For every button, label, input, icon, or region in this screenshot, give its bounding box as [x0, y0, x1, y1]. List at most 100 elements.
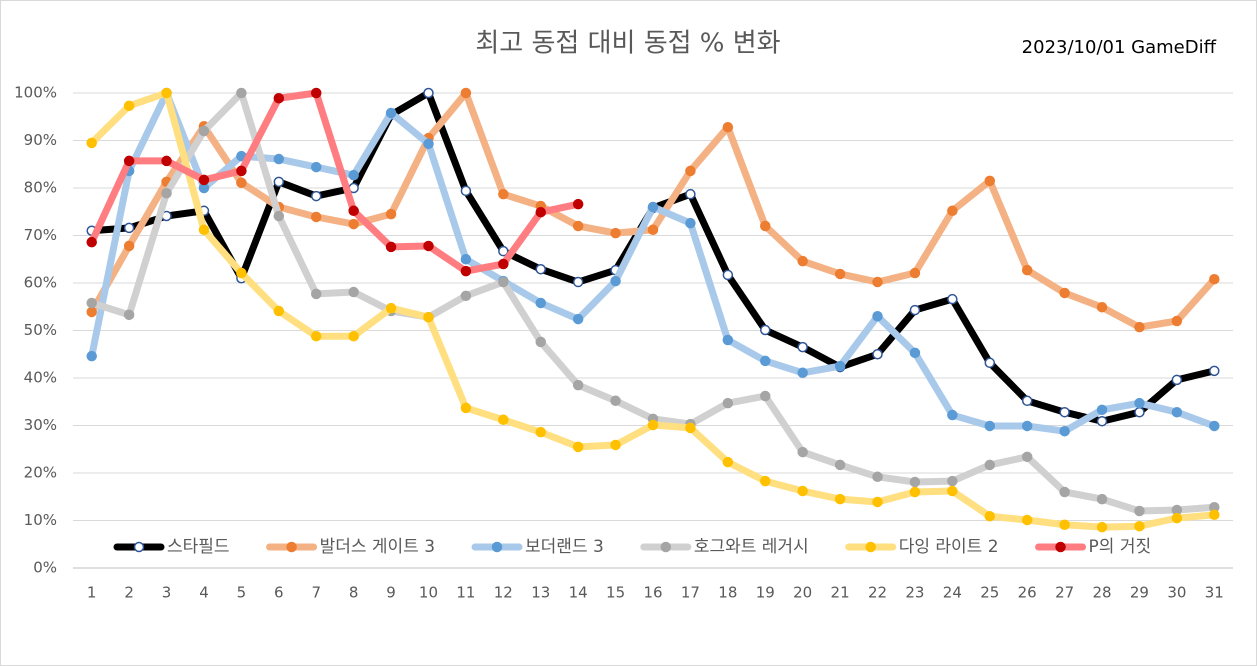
- data-point: [984, 420, 996, 432]
- legend-label: 다잉 라이트 2: [899, 537, 999, 557]
- data-point: [722, 334, 734, 346]
- data-point: [460, 402, 472, 414]
- x-tick-label: 19: [756, 584, 775, 602]
- x-tick-label: 22: [868, 584, 887, 602]
- data-point: [797, 446, 808, 458]
- data-point: [385, 302, 397, 314]
- data-point: [86, 137, 97, 149]
- data-point: [310, 211, 322, 223]
- data-point: [572, 220, 584, 232]
- x-tick-label: 30: [1167, 584, 1186, 602]
- data-point: [797, 341, 808, 353]
- data-point: [1209, 509, 1220, 521]
- data-point: [1059, 406, 1070, 418]
- data-point: [834, 493, 846, 505]
- chart-title: 최고 동접 대비 동접 % 변화: [475, 29, 780, 59]
- legend-item: 스타필드: [113, 537, 230, 557]
- data-point: [685, 217, 696, 229]
- x-tick-label: 24: [943, 584, 962, 602]
- legend-item: 보더랜드 3: [471, 537, 604, 557]
- data-point: [348, 330, 359, 342]
- data-point: [273, 210, 285, 222]
- data-point: [161, 87, 172, 99]
- data-point: [909, 347, 921, 359]
- x-tick-label: 1: [87, 584, 97, 602]
- y-tick-label: 50%: [24, 321, 57, 339]
- data-point: [86, 350, 97, 362]
- data-point: [1021, 395, 1033, 407]
- data-point: [198, 125, 210, 137]
- series: [86, 87, 1220, 533]
- y-tick-label: 100%: [14, 84, 57, 102]
- legend-label: 스타필드: [167, 537, 230, 557]
- data-point: [1209, 420, 1220, 432]
- data-point: [572, 276, 584, 288]
- data-point: [123, 222, 135, 234]
- data-point: [1209, 273, 1220, 285]
- x-tick-label: 27: [1055, 584, 1074, 602]
- x-tick-label: 18: [718, 584, 737, 602]
- data-point: [947, 293, 958, 305]
- data-point: [1171, 406, 1183, 418]
- data-point: [797, 485, 808, 497]
- data-point: [273, 92, 285, 104]
- data-point: [1059, 519, 1070, 531]
- y-tick-label: 80%: [24, 179, 57, 197]
- data-point: [460, 185, 472, 197]
- data-point: [198, 174, 210, 186]
- data-point: [572, 379, 584, 391]
- data-point: [984, 510, 996, 522]
- data-point: [909, 486, 921, 498]
- data-point: [1021, 420, 1033, 432]
- data-point: [722, 269, 734, 281]
- data-point: [647, 224, 659, 236]
- data-point: [1171, 374, 1183, 386]
- x-tick-label: 21: [831, 584, 850, 602]
- data-point: [947, 409, 958, 421]
- data-point: [1021, 451, 1033, 463]
- data-point: [722, 397, 734, 409]
- annotation: 2023/10/01 GameDiff: [1022, 37, 1217, 58]
- data-point: [1171, 315, 1183, 327]
- data-point: [385, 107, 397, 119]
- x-tick-label: 14: [569, 584, 588, 602]
- data-point: [1134, 321, 1145, 333]
- x-tick-label: 26: [1018, 584, 1037, 602]
- data-point: [1096, 404, 1108, 416]
- data-point: [947, 475, 958, 487]
- x-tick-label: 15: [606, 584, 625, 602]
- x-tick-label: 6: [274, 584, 284, 602]
- x-tick-label: 23: [905, 584, 924, 602]
- data-point: [1134, 520, 1145, 532]
- data-point: [236, 87, 247, 99]
- data-point: [348, 169, 359, 181]
- data-point: [984, 459, 996, 471]
- data-point: [984, 175, 996, 187]
- data-point: [86, 236, 97, 248]
- data-point: [86, 306, 97, 318]
- x-tick-label: 4: [199, 584, 209, 602]
- data-point: [385, 208, 397, 220]
- legend-marker: [1055, 541, 1066, 553]
- data-point: [947, 485, 958, 497]
- data-point: [1021, 514, 1033, 526]
- data-point: [834, 360, 846, 372]
- data-point: [872, 311, 883, 322]
- data-point: [236, 177, 247, 189]
- data-point: [610, 395, 621, 407]
- x-tick-label: 13: [531, 584, 550, 602]
- series: [86, 87, 584, 277]
- data-point: [498, 276, 509, 288]
- data-point: [310, 161, 322, 173]
- legend-label: 발더스 게이트 3: [320, 537, 435, 557]
- data-point: [535, 426, 546, 438]
- data-point: [572, 441, 584, 453]
- data-point: [760, 220, 771, 232]
- y-tick-label: 70%: [24, 226, 57, 244]
- x-tick-label: 12: [494, 584, 513, 602]
- data-point: [872, 471, 883, 483]
- y-tick-label: 10%: [24, 511, 57, 529]
- data-point: [423, 240, 434, 252]
- data-point: [685, 165, 696, 177]
